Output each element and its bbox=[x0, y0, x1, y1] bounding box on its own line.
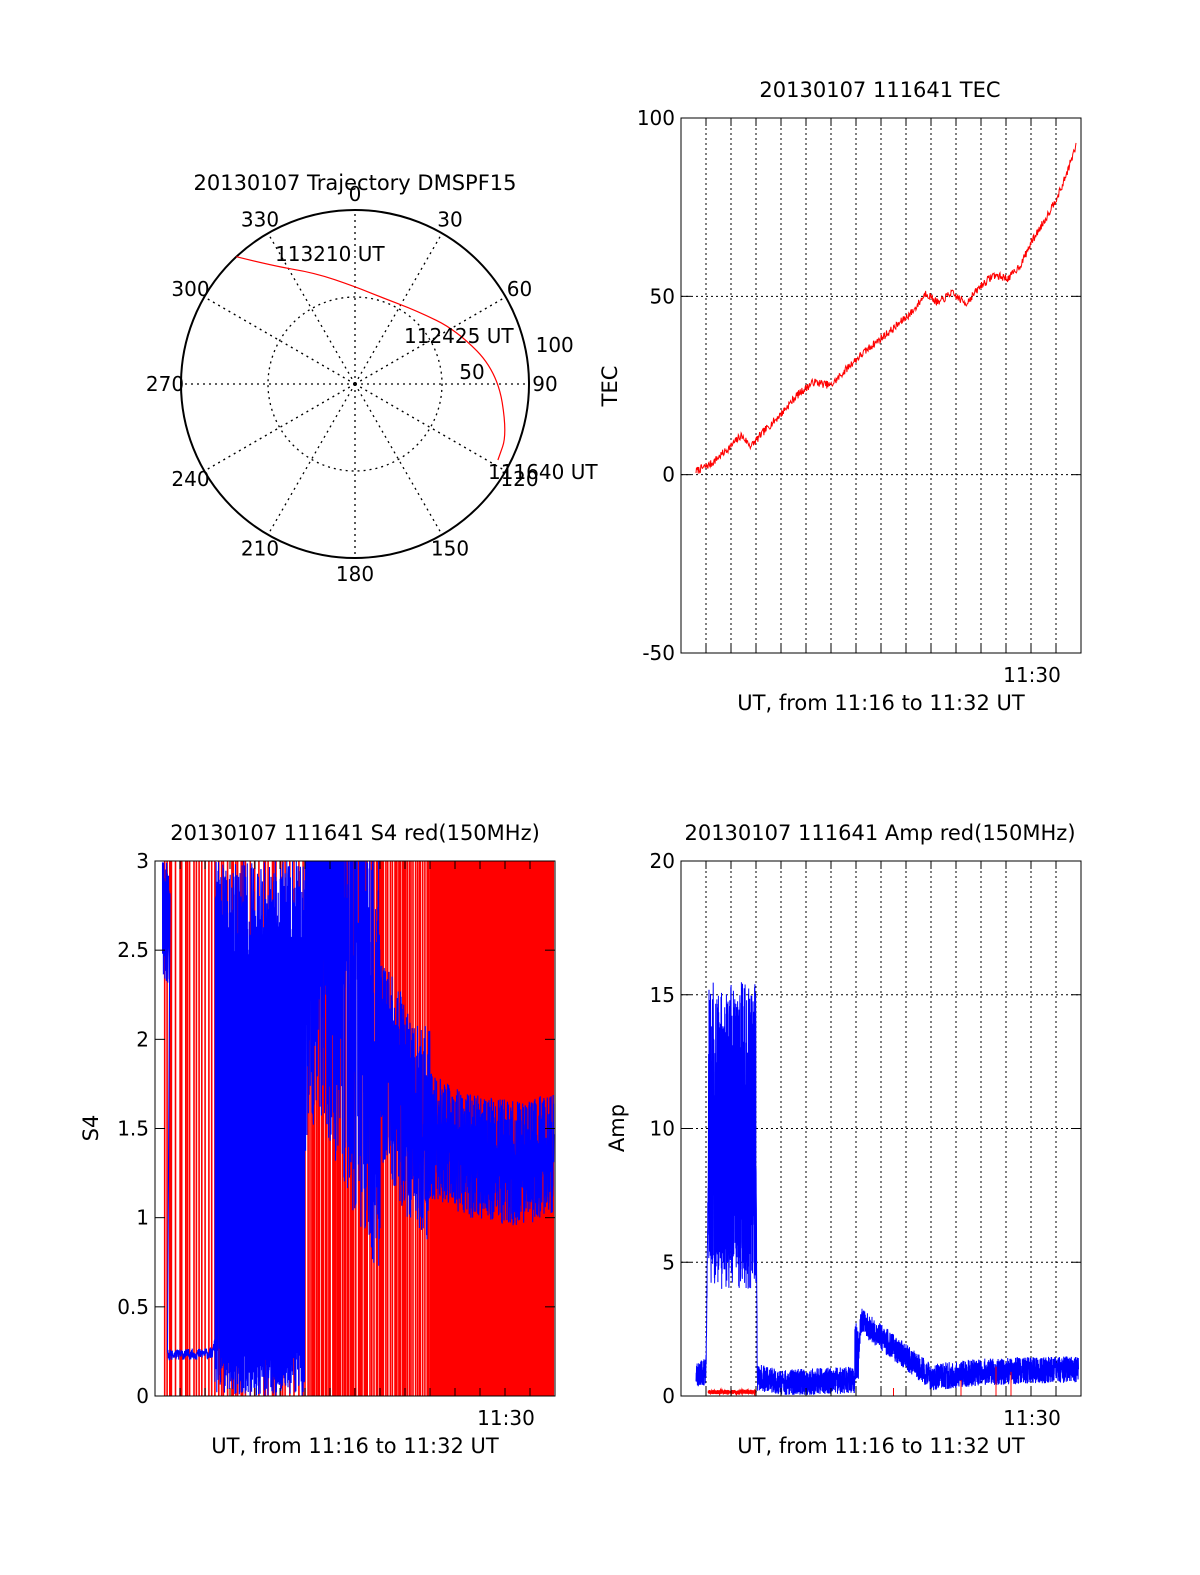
polar-angle-tick-label: 300 bbox=[171, 277, 209, 301]
polar-mid-ring bbox=[267, 296, 443, 472]
amp-y-tick-label: 0 bbox=[662, 1384, 675, 1408]
polar-angle-tick-label: 270 bbox=[146, 372, 184, 396]
polar-angle-tick-label: 150 bbox=[431, 537, 469, 561]
polar-angle-tick-label: 60 bbox=[507, 277, 532, 301]
polar-angle-tick-label: 120 bbox=[500, 467, 538, 491]
polar-spoke bbox=[267, 232, 356, 385]
amp-blue-trace bbox=[695, 982, 1079, 1395]
amp-title: 20130107 111641 Amp red(150MHz) bbox=[684, 821, 1075, 845]
s4-blue-trace bbox=[161, 860, 555, 1397]
tec-y-axis-label: TEC bbox=[598, 366, 622, 408]
tec-y-tick-label: 0 bbox=[662, 463, 675, 487]
s4-y-tick-label: 2.5 bbox=[117, 938, 149, 962]
tec-x-tick-label: 11:30 bbox=[1003, 663, 1061, 687]
trajectory-time-annotation: 111640 UT bbox=[488, 460, 598, 484]
trajectory-line bbox=[236, 256, 506, 461]
tec-line bbox=[695, 142, 1077, 474]
polar-angle-tick-label: 90 bbox=[532, 372, 557, 396]
s4-x-tick-label: 11:30 bbox=[477, 1406, 535, 1430]
trajectory-time-annotation: 112425 UT bbox=[404, 324, 514, 348]
polar-outer-ring bbox=[180, 209, 530, 559]
amp-panel: 20130107 111641 Amp red(150MHz) 20 15 10 5 0… bbox=[605, 821, 1082, 1458]
trajectory-title: 20130107 Trajectory DMSPF15 bbox=[193, 171, 516, 195]
s4-y-ticks: 3 2.5 2 1.5 1 0.5 0 bbox=[117, 849, 555, 1408]
s4-y-tick-label: 3 bbox=[136, 849, 149, 873]
polar-radial-tick-label: 50 bbox=[459, 360, 484, 384]
trajectory-polar-panel: 20130107 Trajectory DMSPF15 0 30 60 90 120 15… bbox=[146, 171, 598, 586]
polar-spoke bbox=[354, 296, 507, 385]
polar-spoke bbox=[354, 383, 443, 536]
amp-y-tick-label: 10 bbox=[650, 1117, 675, 1141]
s4-y-tick-label: 2 bbox=[136, 1027, 149, 1051]
amp-x-axis-label: UT, from 11:16 to 11:32 UT bbox=[737, 1434, 1025, 1458]
amp-y-ticks: 20 15 10 5 0 bbox=[650, 849, 1081, 1408]
polar-angle-tick-label: 30 bbox=[437, 208, 462, 232]
polar-radial-tick-label: 100 bbox=[536, 333, 574, 357]
s4-x-axis-label: UT, from 11:16 to 11:32 UT bbox=[211, 1434, 499, 1458]
polar-annotations: 113210 UT 112425 UT 111640 UT bbox=[275, 242, 598, 484]
amp-y-tick-label: 15 bbox=[650, 983, 675, 1007]
polar-spoke bbox=[267, 383, 356, 536]
s4-y-tick-label: 0 bbox=[136, 1384, 149, 1408]
tec-x-ticks: 11:30 bbox=[705, 118, 1061, 687]
amp-y-tick-label: 20 bbox=[650, 849, 675, 873]
amp-x-ticks: 11:30 bbox=[705, 861, 1061, 1430]
polar-angle-ticks: 0 30 60 90 120 150 180 210 240 270 300 330 bbox=[146, 182, 558, 586]
polar-radial-ticks: 50 100 bbox=[459, 333, 574, 384]
polar-angle-tick-label: 330 bbox=[241, 208, 279, 232]
tec-grid bbox=[681, 118, 1081, 653]
s4-series bbox=[161, 860, 555, 1397]
amp-red-trace bbox=[707, 1387, 757, 1397]
tec-y-tick-label: 100 bbox=[637, 106, 675, 130]
tec-x-axis-label: UT, from 11:16 to 11:32 UT bbox=[737, 691, 1025, 715]
polar-grid bbox=[180, 209, 530, 559]
s4-y-tick-label: 1.5 bbox=[117, 1117, 149, 1141]
polar-spoke bbox=[203, 383, 356, 472]
s4-y-tick-label: 0.5 bbox=[117, 1295, 149, 1319]
s4-panel: 20130107 111641 S4 red(150MHz) 3 2.5 2 1.5 1… bbox=[79, 821, 556, 1458]
s4-y-axis-label: S4 bbox=[79, 1115, 103, 1142]
amp-series bbox=[695, 982, 1079, 1397]
s4-x-ticks: 11:30 bbox=[179, 861, 535, 1430]
polar-angle-tick-label: 210 bbox=[241, 537, 279, 561]
tec-series bbox=[695, 142, 1077, 474]
polar-spoke bbox=[354, 383, 507, 472]
polar-angle-tick-label: 0 bbox=[349, 182, 362, 206]
amp-x-tick-label: 11:30 bbox=[1003, 1406, 1061, 1430]
polar-angle-tick-label: 240 bbox=[171, 467, 209, 491]
polar-series bbox=[236, 256, 506, 461]
amp-grid bbox=[681, 861, 1081, 1396]
tec-title: 20130107 111641 TEC bbox=[759, 78, 1000, 102]
tec-y-tick-label: 50 bbox=[650, 284, 675, 308]
amp-y-tick-label: 5 bbox=[662, 1250, 675, 1274]
s4-y-tick-label: 1 bbox=[136, 1206, 149, 1230]
s4-title: 20130107 111641 S4 red(150MHz) bbox=[170, 821, 540, 845]
trajectory-time-annotation: 113210 UT bbox=[275, 242, 385, 266]
amp-y-axis-label: Amp bbox=[605, 1104, 629, 1152]
tec-y-ticks: 100 50 0 -50 bbox=[637, 106, 1081, 665]
polar-spoke bbox=[354, 232, 443, 385]
polar-spoke bbox=[203, 296, 356, 385]
polar-angle-tick-label: 180 bbox=[336, 562, 374, 586]
tec-y-tick-label: -50 bbox=[642, 641, 675, 665]
